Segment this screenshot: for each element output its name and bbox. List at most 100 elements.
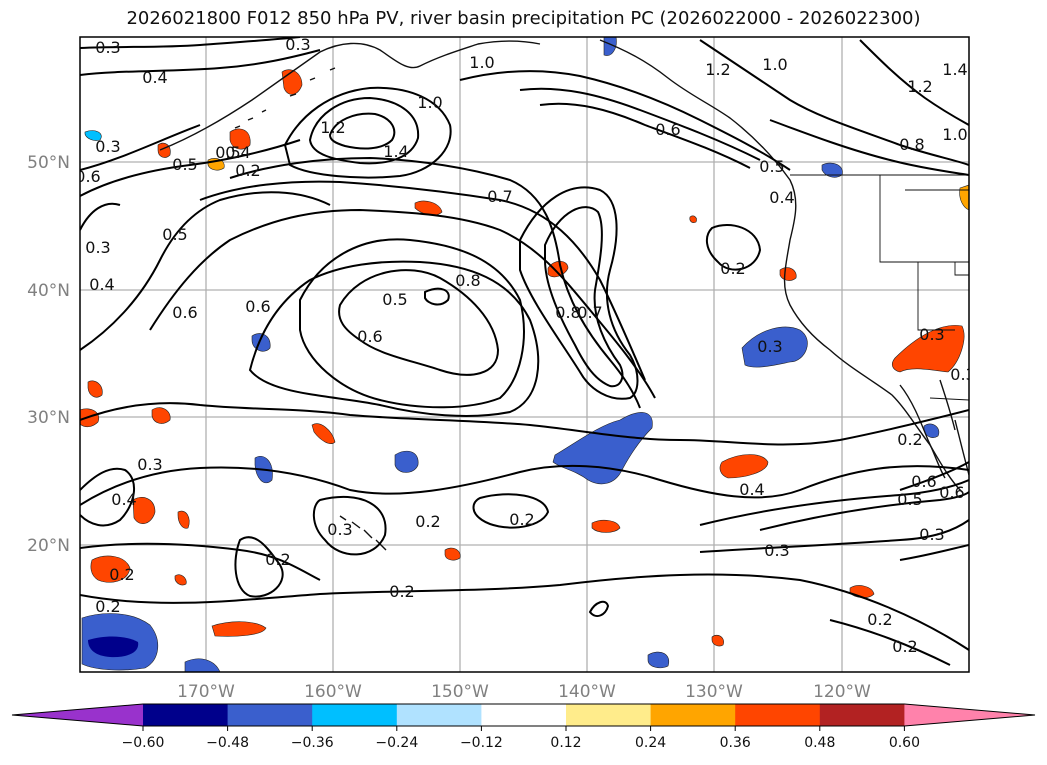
colorbar-tick-label: −0.60 [122,735,165,751]
lon-tick-label: 120°W [813,682,871,702]
contour-1.4 [328,112,396,150]
negative-precip-blob [741,326,808,368]
contour-0.2 [312,495,387,556]
contour-label: 0.2 [415,512,440,531]
contour-0.2 [234,536,284,598]
contour-label: 0.2 [720,259,745,278]
contour-0.4 [80,467,136,527]
contour-0.3-east [899,544,969,561]
lon-tick-label: 150°W [431,682,489,702]
contour-0.4 [699,479,969,526]
positive-precip-blob [311,423,336,444]
contour-label: 0.3 [764,541,789,560]
contour-label: 0.2 [235,161,260,180]
contour-0.8-deep [544,206,624,388]
alaska-coast [159,40,541,151]
contour-label: 1.4 [383,142,408,161]
positive-precip-blob [719,454,769,479]
colorbar-segment [481,704,567,726]
contour-label: 0.5 [759,157,784,176]
contour-label: 0.3 [919,525,944,544]
contour-0.3 [80,542,321,581]
colorbar-segment [143,704,229,726]
colorbar-tick-label: 0.12 [550,735,581,751]
negative-precip-blob [84,130,102,141]
contour-label: 0.2 [389,582,414,601]
lat-tick-label: 40°N [27,281,70,301]
contour-label: 0.6 [75,167,100,186]
contour-label: 0.4 [769,188,794,207]
contour-label: 1.0 [942,125,967,144]
contour-0.3 [80,464,969,506]
positive-precip-blob [90,555,131,583]
contour-label: 0.2 [265,550,290,569]
contour-0.2 [705,224,762,271]
positive-precip-blob [80,408,100,428]
negative-precip-core [88,636,139,658]
contour-label: 1.0 [469,53,494,72]
lon-tick-label: 170°W [177,682,235,702]
gridlines [80,37,969,672]
contour-0.4 [80,202,121,231]
contour-0.6 [149,208,656,399]
positive-precip-blob [174,574,187,586]
colorbar: −0.60 −0.48 −0.36 −0.24 −0.12 0.12 0.24 0.36 0.4… [11,703,1036,751]
contour-label: 0.4 [225,143,250,162]
colorbar-tick-label: −0.24 [375,735,418,751]
contour-label: 0.6 [172,303,197,322]
colorbar-extend-high [904,704,1035,726]
contour-label: 0.5 [897,490,922,509]
positive-precip-blob [414,200,443,216]
aleutian-islands [234,67,336,129]
contour-1.0 [459,70,791,171]
contour-label: 0.8 [899,135,924,154]
positive-precip-blob [229,128,251,150]
contour-label: 0.6 [357,327,382,346]
contour-label: 1.0 [762,55,787,74]
contour-label: 0.6 [245,297,270,316]
contour-label: 1.2 [320,118,345,137]
colorbar-segment [650,704,736,726]
contour-label: 0.3 [757,337,782,356]
contour-label: 0.4 [739,480,764,499]
contour-0.3 [699,519,969,553]
lat-tick-label: 20°N [27,536,70,556]
figure-title: 2026021800 F012 850 hPa PV, river basin … [126,8,921,29]
contour-label: 0.2 [95,597,120,616]
us-mexico-border [929,397,969,401]
contour-label: 0.3 [919,325,944,344]
contour-label: 0.5 [215,143,240,162]
contour-label: 0.4 [111,490,136,509]
positive-precip-blob [151,407,171,424]
contour-0.2 [80,573,969,651]
contour-0.6 [248,260,540,417]
contour-label: 0.6 [911,472,936,491]
colorbar-tick-label: −0.12 [460,735,503,751]
contour-label: 0.3 [95,38,120,57]
colorbar-segment [227,704,313,726]
contour-label: 0.3 [137,455,162,474]
contour-label: 0.6 [939,483,964,502]
colorbar-tick-label: 0.60 [889,735,920,751]
positive-precip-blob [177,510,190,529]
positive-precip-blob [211,621,267,637]
contour-0.2 [588,600,610,617]
lat-tick-label: 30°N [27,408,70,428]
state-border [954,262,969,276]
pv-contours [80,37,969,666]
colorbar-extend-low [12,704,143,726]
contour-label: 0.2 [892,637,917,656]
contour-label: 0.4 [142,68,167,87]
contour-label: 0.3 [285,35,310,54]
contour-label: 0.5 [172,155,197,174]
state-border [917,262,955,331]
contour-label: 1.2 [705,60,730,79]
contour-0.7 [199,180,646,381]
contour-1.2 [308,96,420,165]
contour-0.2-east [829,619,951,666]
mainland-mexico [954,419,969,476]
positive-precip-blob [87,380,103,398]
colorbar-tick-label: 0.36 [720,735,751,751]
negative-precip-blob [394,450,419,473]
contour-label: 0.2 [509,510,534,529]
